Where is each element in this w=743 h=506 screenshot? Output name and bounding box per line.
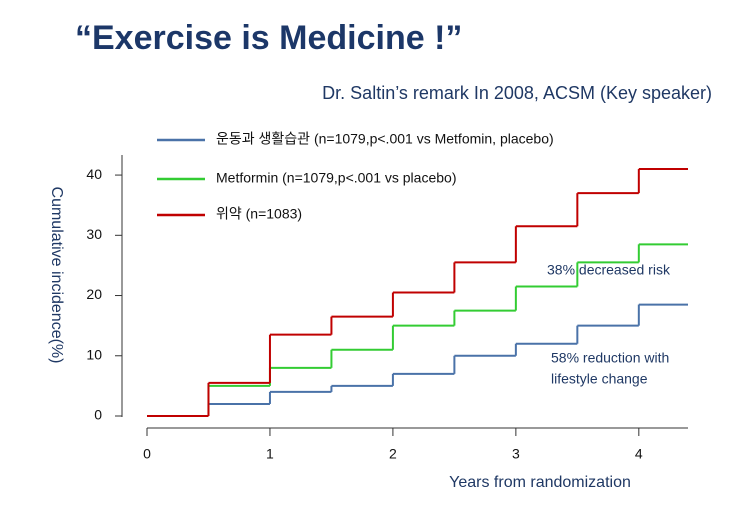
x-tick-label: 3 <box>512 446 520 462</box>
x-tick-label: 0 <box>143 446 151 462</box>
y-tick-label: 20 <box>86 286 102 302</box>
annotation: 38% decreased risk <box>547 262 671 278</box>
y-axis-label: Cumulative incidence(%) <box>48 187 65 364</box>
annotation: 58% reduction with <box>551 350 669 366</box>
y-tick-label: 10 <box>86 346 102 362</box>
legend-label: Metformin (n=1079,p<.001 vs placebo) <box>216 170 456 186</box>
y-tick-label: 40 <box>86 166 102 182</box>
x-tick-label: 1 <box>266 446 274 462</box>
title: “Exercise is Medicine !” <box>75 19 462 57</box>
annotation: lifestyle change <box>551 371 648 387</box>
x-tick-label: 2 <box>389 446 397 462</box>
x-axis-label: Years from randomization <box>449 474 631 491</box>
subtitle: Dr. Saltin’s remark In 2008, ACSM (Key s… <box>322 83 712 103</box>
x-tick-label: 4 <box>635 446 643 462</box>
legend-label: 운동과 생활습관 (n=1079,p<.001 vs Metfomin, pla… <box>216 131 554 147</box>
legend-label: 위약 (n=1083) <box>216 206 302 222</box>
y-tick-label: 0 <box>94 407 102 423</box>
y-tick-label: 30 <box>86 226 102 242</box>
